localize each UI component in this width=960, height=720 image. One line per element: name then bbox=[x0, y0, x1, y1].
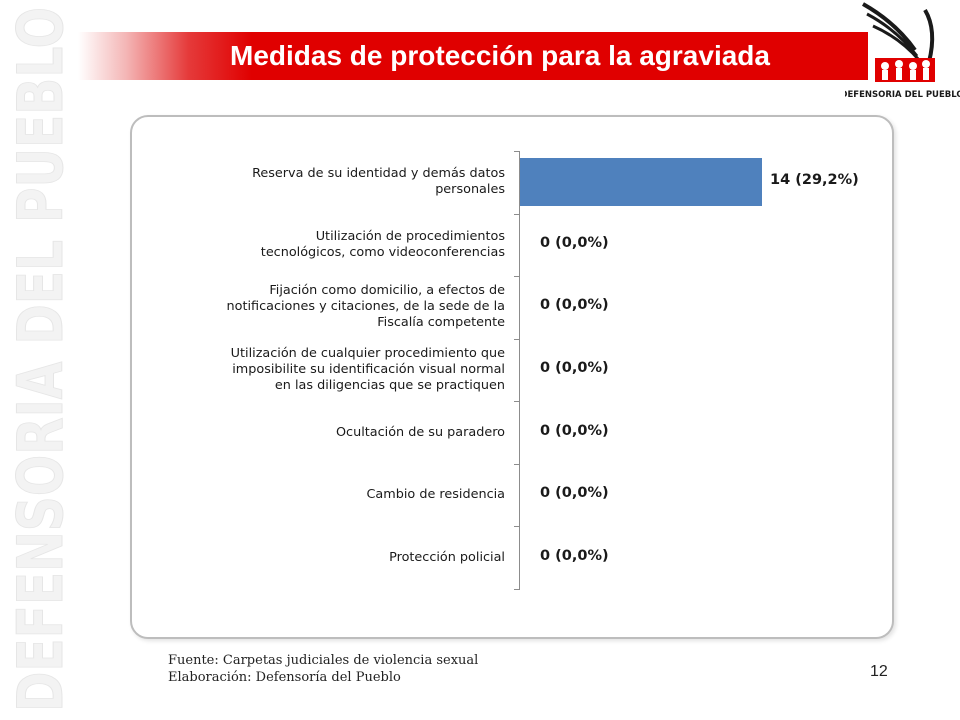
source-line: Fuente: Carpetas judiciales de violencia… bbox=[168, 653, 479, 668]
category-label: Ocultación de su paradero bbox=[335, 425, 505, 440]
page-number: 12 bbox=[870, 663, 888, 680]
chart-frame bbox=[130, 115, 894, 639]
axis-tick bbox=[514, 401, 520, 402]
axis-tick bbox=[514, 151, 520, 152]
axis-tick bbox=[514, 589, 520, 590]
data-label: 0 (0,0%) bbox=[540, 423, 609, 439]
category-label: Utilización de procedimientos tecnológic… bbox=[260, 229, 505, 260]
source-note: Fuente: Carpetas judiciales de violencia… bbox=[168, 652, 478, 686]
watermark: DEFENSORIA DEL PUEBLO bbox=[4, 7, 76, 713]
category-axis bbox=[519, 151, 520, 589]
slide-title: Medidas de protección para la agraviada bbox=[230, 40, 770, 71]
elaboration-line: Elaboración: Defensoría del Pueblo bbox=[168, 670, 401, 685]
category-label: Fijación como domicilio, a efectos de no… bbox=[226, 283, 505, 330]
data-label: 0 (0,0%) bbox=[540, 235, 609, 251]
axis-tick bbox=[514, 214, 520, 215]
category-label: Reserva de su identidad y demás datos pe… bbox=[252, 166, 505, 197]
watermark-text: DEFENSORIA DEL PUEBLO bbox=[4, 7, 75, 712]
data-label: 0 (0,0%) bbox=[540, 485, 609, 501]
data-label: 0 (0,0%) bbox=[540, 297, 609, 313]
data-label: 0 (0,0%) bbox=[540, 548, 609, 564]
data-label: 14 (29,2%) bbox=[770, 172, 859, 188]
axis-tick bbox=[514, 464, 520, 465]
title-banner bbox=[78, 32, 868, 80]
data-label: 0 (0,0%) bbox=[540, 360, 609, 376]
axis-tick bbox=[514, 276, 520, 277]
bar bbox=[520, 158, 762, 206]
logo-text: DEFENSORIA DEL PUEBLO bbox=[845, 90, 960, 100]
axis-tick bbox=[514, 526, 520, 527]
logo-emblem-icon bbox=[862, 2, 935, 82]
defensoria-logo: DEFENSORIA DEL PUEBLO bbox=[845, 2, 960, 100]
category-label: Utilización de cualquier procedimiento q… bbox=[230, 346, 505, 393]
category-label: Cambio de residencia bbox=[366, 487, 506, 502]
axis-tick bbox=[514, 339, 520, 340]
category-label: Protección policial bbox=[389, 550, 505, 565]
